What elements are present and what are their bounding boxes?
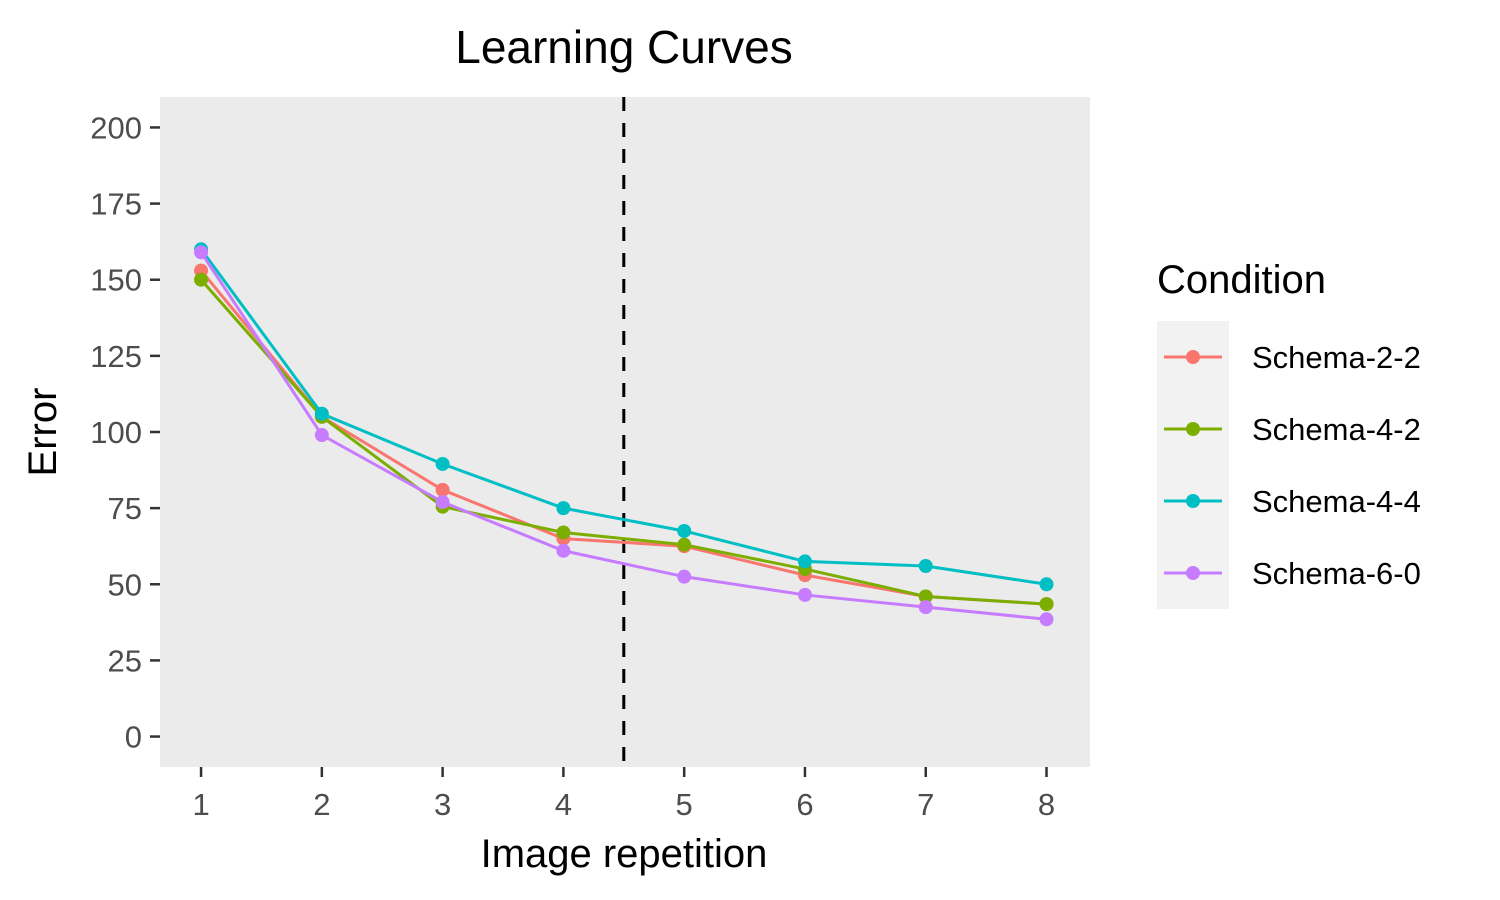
data-point bbox=[556, 501, 571, 516]
data-point bbox=[918, 589, 933, 604]
x-tick-label: 7 bbox=[917, 787, 934, 822]
y-tick-label: 75 bbox=[108, 491, 142, 526]
data-point bbox=[677, 523, 692, 538]
legend-item: Schema-4-2 bbox=[1164, 412, 1421, 447]
x-axis: 1 2 3 4 5 6 7 8 bbox=[192, 767, 1055, 822]
x-tick-label: 5 bbox=[676, 787, 693, 822]
y-tick-label: 150 bbox=[90, 263, 142, 298]
data-point bbox=[314, 406, 329, 421]
y-tick-label: 25 bbox=[108, 643, 142, 678]
data-point bbox=[556, 525, 571, 540]
legend-key-point bbox=[1186, 350, 1200, 364]
series-schema-4-2 bbox=[194, 272, 1054, 612]
y-tick-label: 200 bbox=[90, 110, 142, 145]
legend-item: Schema-6-0 bbox=[1164, 556, 1421, 591]
legend: Condition Schema-2-2 Schema-4-2 Schema-4-4… bbox=[1157, 258, 1421, 609]
data-point bbox=[677, 569, 692, 584]
x-tick-label: 1 bbox=[192, 787, 209, 822]
data-point bbox=[435, 456, 450, 471]
y-tick-label: 100 bbox=[90, 415, 142, 450]
data-point bbox=[556, 543, 571, 558]
series-schema-6-0 bbox=[194, 245, 1054, 627]
y-axis-title: Error bbox=[21, 388, 65, 477]
data-point bbox=[194, 245, 209, 260]
legend-label: Schema-6-0 bbox=[1252, 556, 1421, 591]
plot-panel bbox=[160, 97, 1090, 767]
legend-label: Schema-4-2 bbox=[1252, 412, 1421, 447]
x-tick-label: 4 bbox=[555, 787, 572, 822]
data-point bbox=[314, 428, 329, 443]
legend-key-point bbox=[1186, 494, 1200, 508]
data-point bbox=[797, 587, 812, 602]
series-line bbox=[199, 248, 1047, 586]
chart-title: Learning Curves bbox=[455, 21, 793, 73]
y-tick-label: 0 bbox=[125, 720, 142, 755]
data-point bbox=[1039, 577, 1054, 592]
x-tick-label: 8 bbox=[1038, 787, 1055, 822]
data-point bbox=[435, 495, 450, 510]
legend-key-point bbox=[1186, 422, 1200, 436]
x-tick-label: 2 bbox=[313, 787, 330, 822]
y-tick-label: 50 bbox=[108, 567, 142, 602]
series-line bbox=[199, 251, 1047, 621]
x-tick-label: 3 bbox=[434, 787, 451, 822]
data-point bbox=[797, 554, 812, 569]
legend-key-background bbox=[1157, 321, 1229, 609]
legend-item: Schema-4-4 bbox=[1164, 484, 1421, 519]
data-point bbox=[918, 600, 933, 615]
y-axis: 0 25 50 75 100 125 150 175 200 bbox=[90, 110, 160, 755]
legend-label: Schema-2-2 bbox=[1252, 340, 1421, 375]
data-point bbox=[677, 537, 692, 552]
data-point bbox=[1039, 597, 1054, 612]
x-axis-title: Image repetition bbox=[481, 832, 768, 876]
legend-key-point bbox=[1186, 566, 1200, 580]
data-point bbox=[918, 559, 933, 573]
data-point bbox=[435, 482, 450, 497]
data-point bbox=[1039, 612, 1054, 627]
y-tick-label: 175 bbox=[90, 187, 142, 222]
x-tick-label: 6 bbox=[796, 787, 813, 822]
series-layer bbox=[194, 242, 1054, 627]
data-point bbox=[194, 272, 209, 287]
legend-item: Schema-2-2 bbox=[1164, 340, 1421, 375]
series-line bbox=[199, 278, 1047, 606]
legend-title: Condition bbox=[1157, 258, 1326, 302]
y-tick-label: 125 bbox=[90, 339, 142, 374]
legend-label: Schema-4-4 bbox=[1252, 484, 1421, 519]
